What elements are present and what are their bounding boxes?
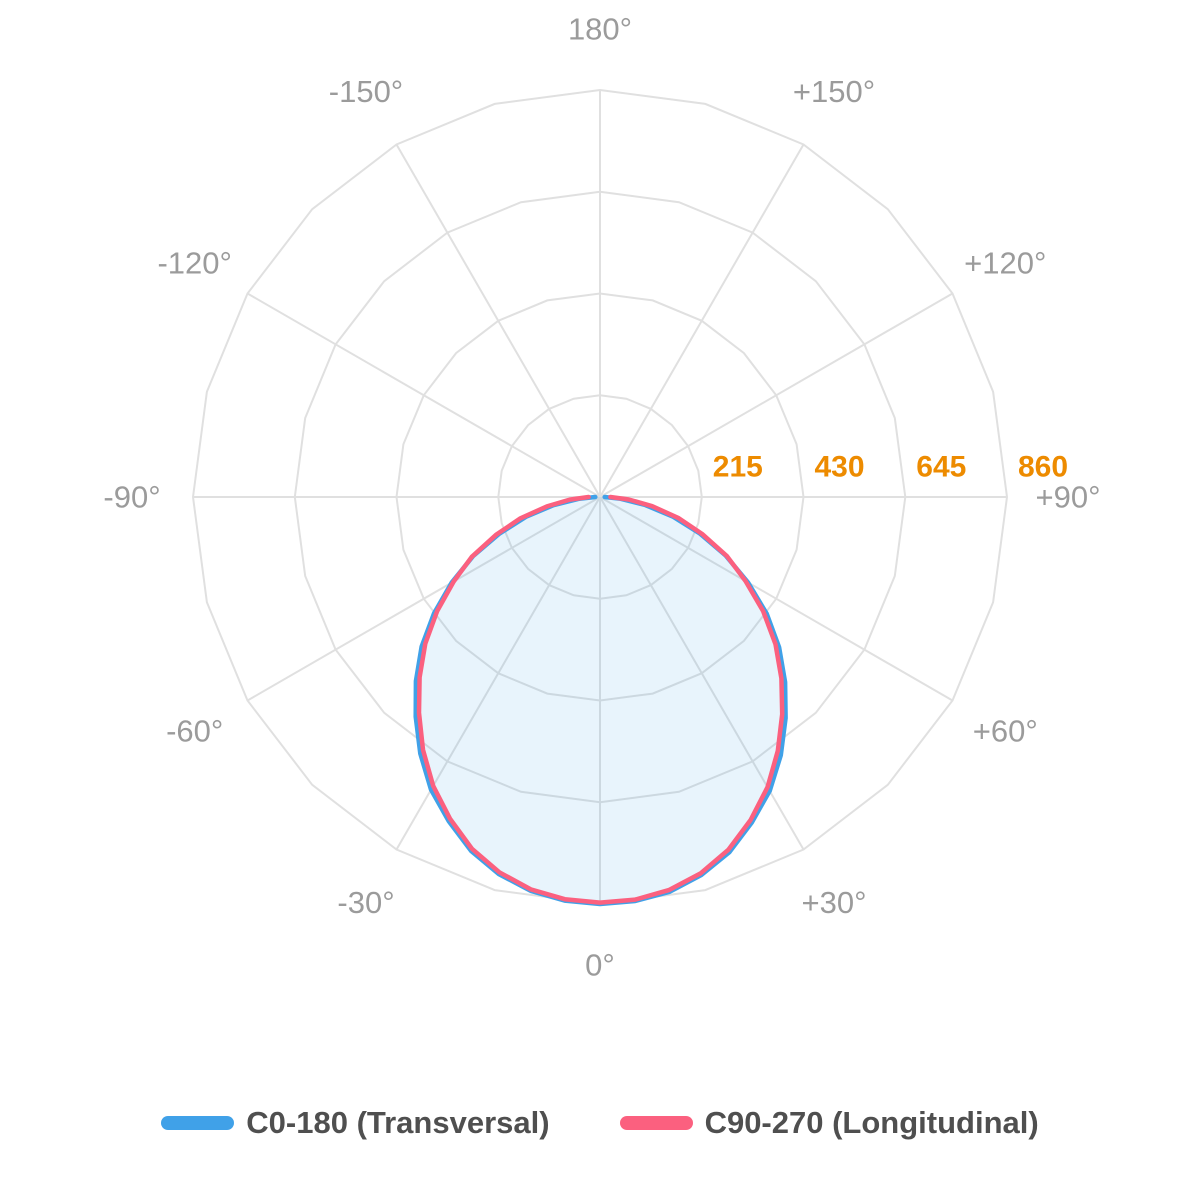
angle-label-150: +150°	[793, 74, 875, 109]
angle-label--120: -120°	[157, 246, 231, 281]
angle-label-180: 180°	[568, 12, 632, 47]
legend-item-c0-180[interactable]: C0-180 (Transversal)	[161, 1105, 550, 1141]
angle-label--90: -90°	[103, 480, 160, 515]
legend-swatch-c0-180	[161, 1116, 235, 1130]
radius-label-645: 645	[916, 451, 966, 484]
angle-label--150: -150°	[329, 74, 403, 109]
legend-swatch-c90-270	[619, 1116, 693, 1130]
grid-spoke-300	[247, 496, 601, 702]
angle-label-120: +120°	[964, 246, 1046, 281]
angle-label-60: +60°	[973, 714, 1038, 749]
angle-label--60: -60°	[166, 714, 223, 749]
polar-chart: 180° -150° +150° -120° +120° -90° +90° -60° +60°…	[103, 12, 1101, 983]
radius-label-430: 430	[814, 451, 864, 484]
series-curve-c90-270	[416, 494, 785, 905]
angle-label--30: -30°	[337, 885, 394, 920]
radius-label-215: 215	[713, 451, 763, 484]
chart-legend: C0-180 (Transversal) C90-270 (Longitudin…	[0, 1100, 1200, 1146]
grid-spoke-150	[599, 144, 805, 498]
grid-spoke-210	[395, 144, 601, 498]
grid-spoke-60	[599, 496, 953, 702]
polar-chart-svg: 180° -150° +150° -120° +120° -90° +90° -60° +60°…	[103, 12, 1101, 983]
legend-label-c90-270: C90-270 (Longitudinal)	[704, 1105, 1039, 1140]
angle-label-90: +90°	[1036, 480, 1101, 515]
grid-spoke-120	[599, 292, 953, 498]
grid-spoke-240	[247, 292, 601, 498]
legend-label-c0-180: C0-180 (Transversal)	[246, 1105, 550, 1140]
angle-label-0: 0°	[585, 948, 615, 983]
legend-item-c90-270[interactable]: C90-270 (Longitudinal)	[619, 1105, 1039, 1141]
radius-label-860: 860	[1018, 451, 1068, 484]
angle-label-30: +30°	[802, 885, 867, 920]
